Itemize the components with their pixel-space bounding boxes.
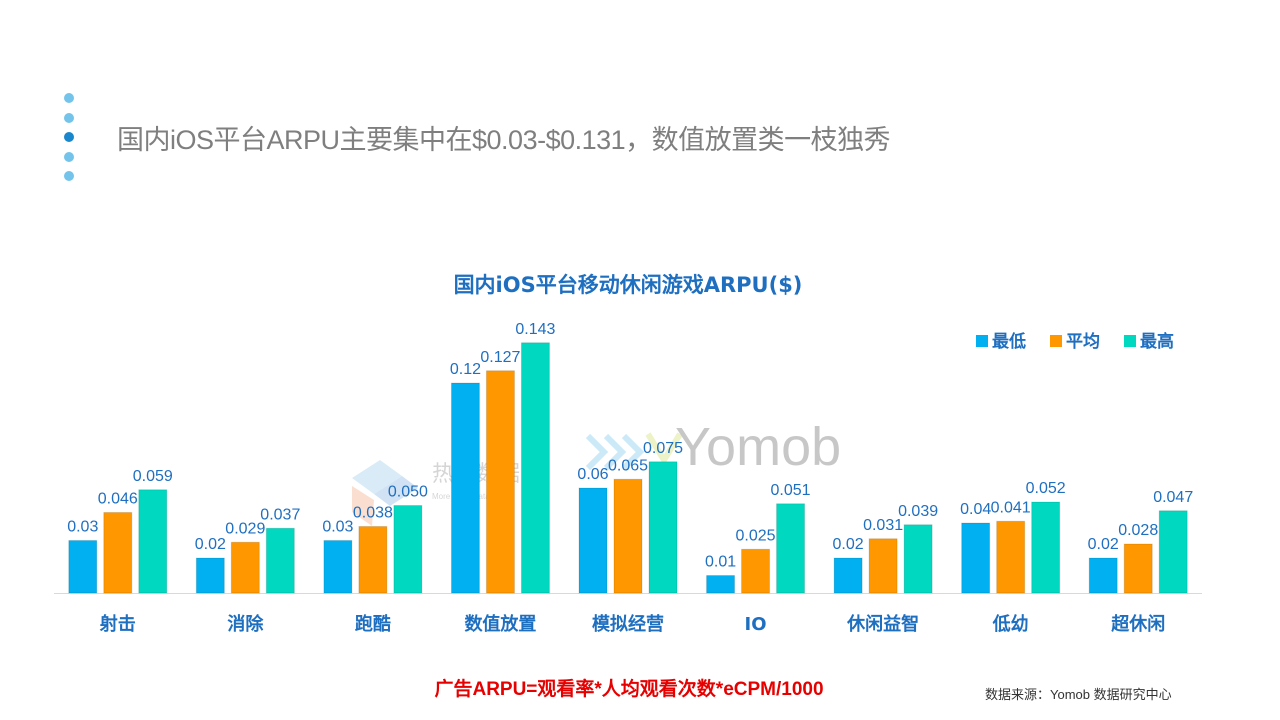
legend-label-2: 平均 [1066, 331, 1100, 352]
legend-swatch-1 [976, 335, 988, 347]
category-label-4: 数值放置 [464, 613, 536, 635]
bar-8-1 [961, 522, 991, 594]
arpu-formula: 广告ARPU=观看率*人均观看次数*eCPM/1000 [434, 679, 824, 700]
category-label-1: 射击 [99, 613, 136, 635]
data-label-5-2: 0.065 [608, 457, 648, 474]
dot-3 [64, 132, 74, 142]
bar-2-3 [265, 527, 295, 594]
legend-label-1: 最低 [992, 331, 1026, 352]
data-label-4-1: 0.12 [450, 361, 481, 378]
data-label-3-1: 0.03 [322, 519, 353, 536]
decorative-dots [64, 93, 76, 191]
legend-swatch-3 [1124, 335, 1136, 347]
dot-2 [64, 112, 74, 123]
dot-4 [64, 151, 74, 162]
data-label-9-1: 0.02 [1088, 536, 1119, 553]
data-label-9-2: 0.028 [1118, 522, 1158, 539]
dot-1 [64, 93, 74, 103]
watermark-yomob: Yomob [585, 417, 841, 477]
data-label-3-2: 0.038 [353, 505, 393, 522]
dot-5 [64, 171, 74, 181]
slide-title: 国内iOS平台ARPU主要集中在$0.03-$0.131，数值放置类一枝独秀 [117, 125, 891, 155]
data-label-4-3: 0.143 [515, 321, 555, 338]
bar-6-3 [776, 503, 806, 594]
bar-1-2 [103, 512, 133, 594]
category-label-5: 模拟经营 [592, 613, 664, 635]
data-label-2-3: 0.037 [260, 506, 300, 523]
data-label-4-2: 0.127 [480, 349, 520, 366]
data-label-8-1: 0.04 [960, 501, 991, 518]
data-source: 数据来源：Yomob 数据研究中心 [985, 687, 1172, 702]
bar-3-3 [393, 505, 423, 594]
bar-5-1 [578, 487, 608, 594]
data-label-8-3: 0.052 [1026, 480, 1066, 497]
bar-7-2 [868, 538, 898, 594]
category-label-7: 休闲益智 [846, 613, 919, 635]
bar-6-2 [741, 548, 771, 594]
bar-9-1 [1088, 557, 1118, 594]
data-label-5-3: 0.075 [643, 440, 683, 457]
bar-4-1 [450, 382, 480, 594]
data-label-1-2: 0.046 [98, 491, 138, 508]
bar-2-2 [230, 541, 260, 594]
chart-title: 国内iOS平台移动休闲游戏ARPU($) [454, 273, 803, 297]
data-label-8-2: 0.041 [991, 499, 1031, 516]
bar-9-3 [1158, 510, 1188, 594]
data-label-7-3: 0.039 [898, 503, 938, 520]
bar-3-1 [323, 540, 353, 594]
data-label-2-2: 0.029 [225, 520, 265, 537]
data-label-6-3: 0.051 [771, 482, 811, 499]
bar-1-3 [138, 489, 168, 594]
data-label-6-1: 0.01 [705, 554, 736, 571]
bar-5-3 [648, 461, 678, 594]
bar-7-1 [833, 557, 863, 594]
bar-8-2 [996, 520, 1026, 594]
bar-2-1 [195, 557, 225, 594]
data-label-9-3: 0.047 [1153, 489, 1193, 506]
bar-3-2 [358, 526, 388, 594]
category-label-9: 超休闲 [1111, 613, 1165, 635]
data-label-1-3: 0.059 [133, 468, 173, 485]
data-label-5-1: 0.06 [577, 466, 608, 483]
data-label-7-1: 0.02 [833, 536, 864, 553]
bar-4-2 [485, 370, 515, 594]
category-label-3: 跑酷 [355, 613, 391, 635]
legend-swatch-2 [1050, 335, 1062, 347]
category-label-6: IO [745, 614, 767, 635]
watermark-logo: Yomob [675, 417, 841, 477]
data-label-6-2: 0.025 [736, 527, 776, 544]
bar-4-3 [520, 342, 550, 594]
bar-7-3 [903, 524, 933, 594]
category-label-8: 低幼 [992, 613, 1029, 635]
bar-6-1 [706, 575, 736, 594]
bar-9-2 [1123, 543, 1153, 594]
data-label-2-1: 0.02 [195, 536, 226, 553]
data-label-7-2: 0.031 [863, 517, 903, 534]
category-label-2: 消除 [227, 613, 264, 635]
bar-5-2 [613, 478, 643, 594]
legend-label-3: 最高 [1140, 331, 1174, 352]
data-label-3-3: 0.050 [388, 484, 428, 501]
data-label-1-1: 0.03 [67, 519, 98, 536]
bar-1-1 [68, 540, 98, 594]
bar-8-3 [1031, 501, 1061, 594]
